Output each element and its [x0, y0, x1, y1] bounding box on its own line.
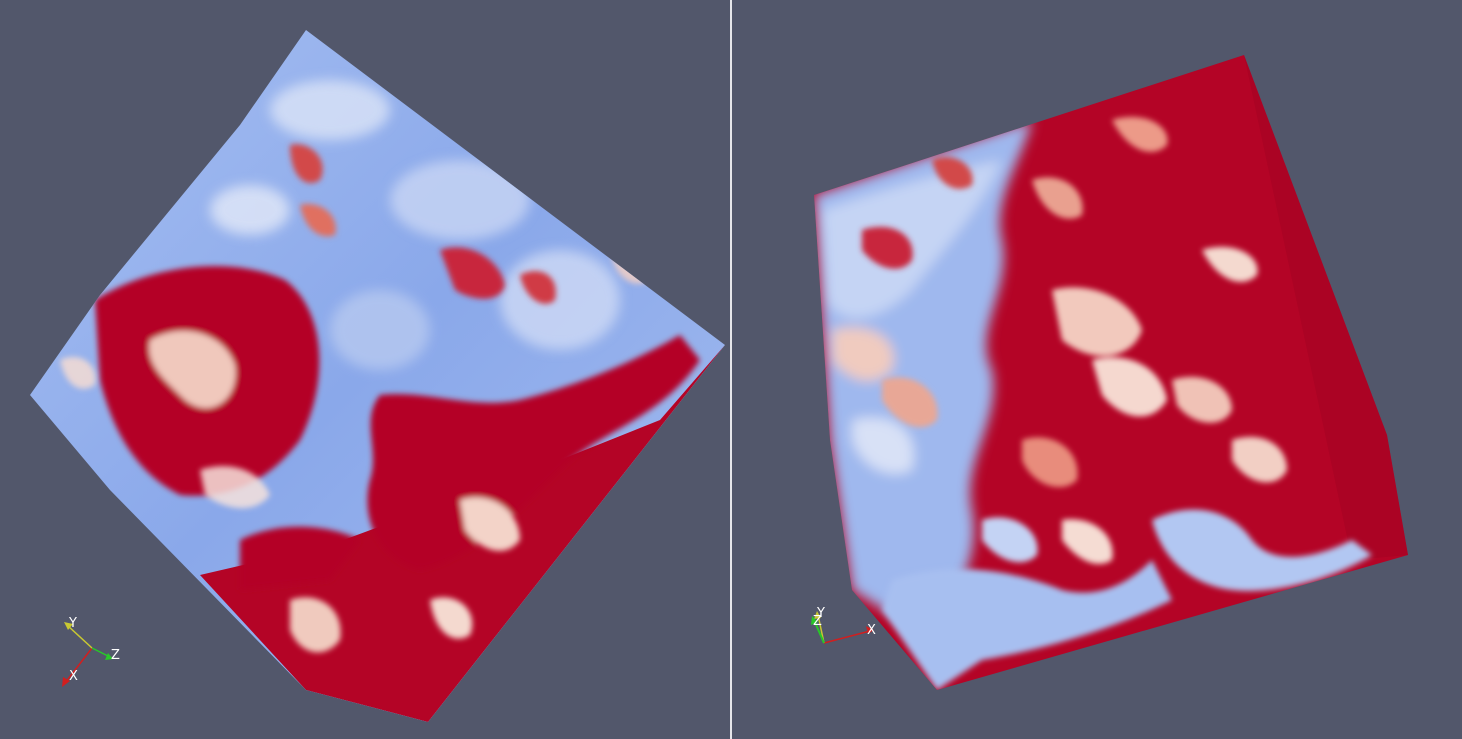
viewport-divider[interactable]	[730, 0, 732, 739]
render-view-left[interactable]: X Y Z	[0, 0, 730, 739]
axis-label-x: X	[867, 623, 876, 638]
cube-volume-left	[30, 30, 725, 722]
render-view-right[interactable]: X Y Z	[732, 0, 1462, 739]
volume-render-right: X Y Z	[811, 55, 1408, 690]
axis-label-z: Z	[813, 614, 822, 629]
axis-label-x: X	[69, 669, 78, 684]
axis-label-y: Y	[816, 606, 825, 621]
cube-volume-right	[814, 55, 1408, 690]
volume-render-left: X Y Z	[30, 30, 725, 722]
orientation-axes-right: X Y Z	[811, 606, 876, 644]
orientation-axes-left: X Y Z	[62, 616, 120, 687]
axis-label-z: Z	[111, 648, 120, 663]
axis-label-y: Y	[68, 616, 77, 631]
